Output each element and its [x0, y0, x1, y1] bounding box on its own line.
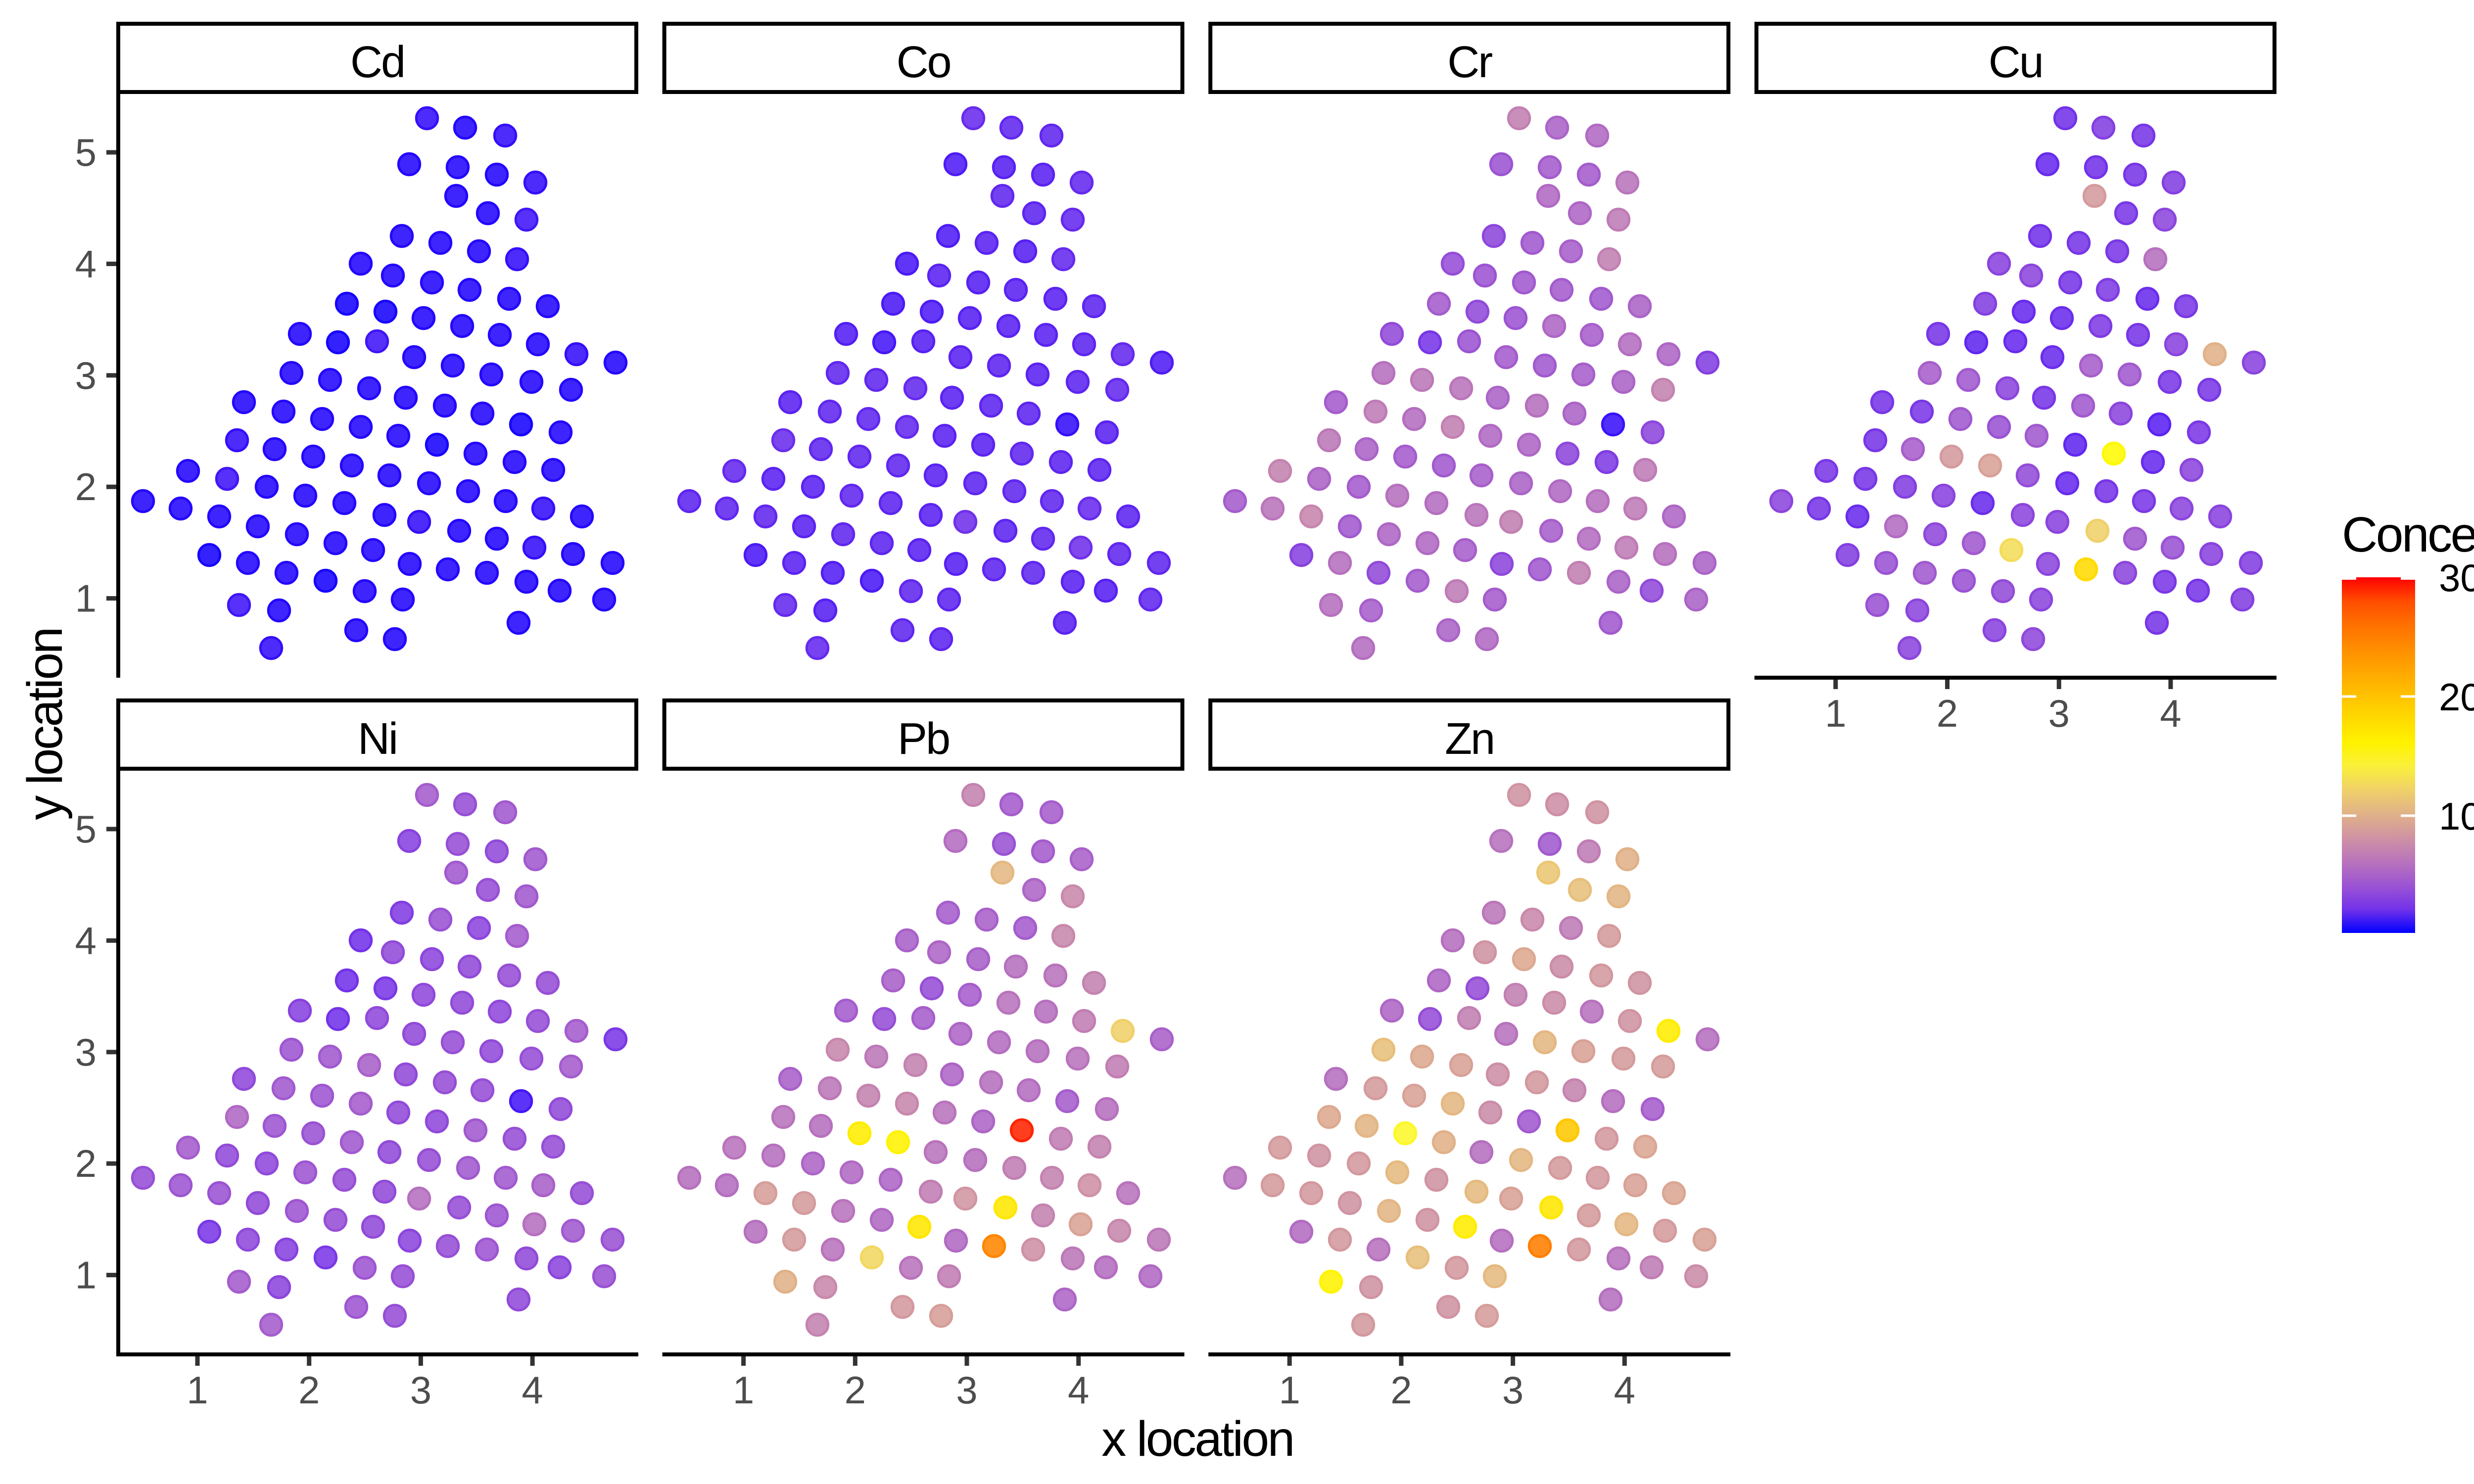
svg-text:100: 100	[2439, 794, 2474, 838]
svg-text:3: 3	[75, 1030, 96, 1074]
svg-text:4: 4	[1614, 1368, 1635, 1412]
svg-text:1: 1	[1279, 1368, 1300, 1412]
svg-text:3: 3	[410, 1368, 431, 1412]
svg-text:3: 3	[2048, 692, 2070, 735]
svg-text:Zn: Zn	[1445, 714, 1494, 764]
svg-text:x location: x location	[1101, 1411, 1293, 1467]
svg-text:y location: y location	[17, 628, 73, 820]
svg-text:4: 4	[75, 919, 96, 962]
svg-text:Cr: Cr	[1447, 38, 1492, 87]
svg-text:Ni: Ni	[358, 714, 397, 764]
svg-text:2: 2	[75, 465, 96, 509]
svg-text:5: 5	[75, 807, 96, 851]
svg-text:2: 2	[845, 1368, 866, 1412]
svg-text:4: 4	[2160, 692, 2181, 735]
svg-text:1: 1	[733, 1368, 754, 1412]
svg-text:2: 2	[298, 1368, 320, 1412]
svg-text:3: 3	[1502, 1368, 1523, 1412]
svg-text:Concentration: Concentration	[2342, 507, 2474, 562]
svg-text:Co: Co	[897, 38, 951, 87]
svg-text:1: 1	[75, 577, 96, 620]
svg-text:300: 300	[2439, 556, 2474, 600]
svg-text:1: 1	[187, 1368, 208, 1412]
svg-text:5: 5	[75, 131, 96, 174]
svg-text:4: 4	[1068, 1368, 1089, 1412]
svg-text:1: 1	[75, 1253, 96, 1297]
svg-text:2: 2	[1390, 1368, 1412, 1412]
svg-text:1: 1	[1825, 692, 1846, 735]
svg-text:3: 3	[75, 354, 96, 397]
svg-text:4: 4	[522, 1368, 543, 1412]
svg-text:2: 2	[75, 1142, 96, 1185]
svg-text:2: 2	[1937, 692, 1958, 735]
svg-text:200: 200	[2439, 675, 2474, 719]
svg-text:3: 3	[956, 1368, 977, 1412]
svg-text:Cu: Cu	[1989, 38, 2043, 87]
svg-text:Cd: Cd	[350, 38, 404, 87]
svg-text:Pb: Pb	[898, 714, 949, 764]
svg-text:4: 4	[75, 242, 96, 285]
